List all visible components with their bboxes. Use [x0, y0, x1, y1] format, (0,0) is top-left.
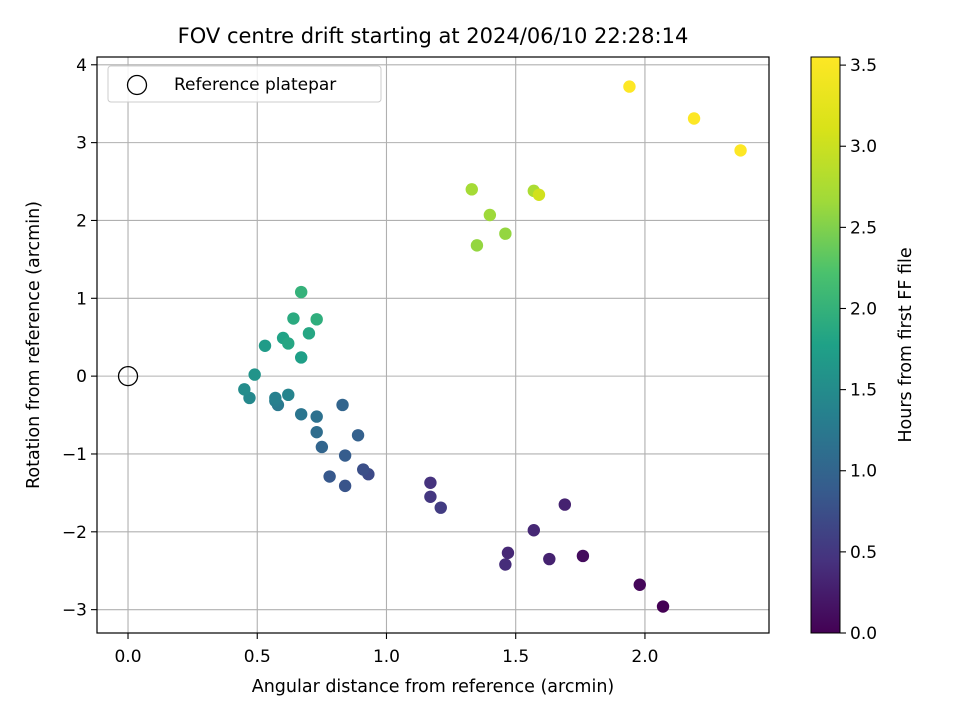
data-point [623, 80, 636, 93]
y-tick-label: −2 [62, 523, 87, 543]
y-tick-label: −1 [62, 445, 87, 465]
data-point [294, 351, 308, 364]
x-tick-label: 0.0 [114, 647, 141, 667]
y-tick-label: −3 [62, 601, 87, 621]
reference-platepar-marker [117, 365, 139, 387]
colorbar-tick-label: 1.0 [850, 462, 877, 482]
data-point [633, 578, 646, 591]
colorbar-tick-label: 1.5 [850, 381, 877, 401]
data-point [248, 368, 261, 381]
x-tick-label: 1.0 [373, 647, 400, 667]
data-point [336, 398, 349, 412]
data-point [282, 337, 295, 350]
data-point [465, 183, 478, 196]
data-point [687, 112, 701, 125]
data-point [310, 313, 323, 326]
colorbar: 0.0 0.5 1.0 1.5 2.0 2.5 3.0 3.5 Hours from firs… [810, 56, 916, 644]
colorbar-ticks: 0.0 0.5 1.0 1.5 2.0 2.5 3.0 3.5 [840, 56, 877, 644]
data-point [315, 440, 329, 454]
data-point [576, 549, 590, 563]
data-point [310, 410, 323, 423]
x-axis-ticks: 0.0 0.5 1.0 1.5 2.0 [114, 633, 658, 667]
data-point [282, 388, 295, 402]
legend: Reference platepar [107, 65, 382, 103]
data-point [532, 188, 546, 201]
x-tick-label: 1.5 [502, 647, 529, 667]
colorbar-tick-label: 2.5 [850, 218, 877, 238]
plot-frame [96, 56, 770, 634]
data-point [302, 327, 316, 340]
y-tick-label: 3 [76, 134, 87, 154]
chart-title: FOV centre drift starting at 2024/06/10 … [178, 24, 689, 48]
data-points [238, 80, 747, 613]
data-point [470, 239, 484, 252]
data-point [483, 208, 497, 222]
data-point [558, 498, 572, 511]
colorbar-label: Hours from first FF file [896, 247, 916, 442]
data-point [269, 391, 282, 405]
data-point [338, 449, 352, 462]
x-tick-label: 0.5 [244, 647, 271, 667]
data-point [499, 227, 512, 240]
colorbar-tick-label: 3.5 [850, 56, 877, 76]
data-point [527, 524, 540, 537]
y-tick-label: 4 [76, 56, 87, 76]
grid [97, 57, 769, 633]
legend-label-reference: Reference platepar [174, 75, 336, 95]
data-point [434, 501, 447, 514]
data-point [501, 546, 515, 560]
y-tick-label: 2 [76, 211, 87, 231]
data-point [499, 558, 512, 571]
data-point [294, 285, 308, 299]
data-point [351, 429, 365, 442]
data-point [357, 463, 370, 476]
y-axis-ticks: −3 −2 −1 0 1 2 3 4 [62, 56, 97, 621]
data-point [424, 490, 437, 503]
colorbar-tick-label: 2.0 [850, 299, 877, 319]
legend-box [107, 65, 382, 103]
data-point [734, 144, 747, 157]
y-axis-label: Rotation from reference (arcmin) [24, 201, 44, 489]
reference-layer [117, 365, 139, 387]
x-tick-label: 2.0 [631, 647, 658, 667]
data-point [543, 552, 556, 566]
data-point [323, 470, 336, 483]
data-point [258, 339, 272, 352]
colorbar-tick-label: 0.5 [850, 543, 877, 563]
y-tick-label: 1 [76, 289, 87, 309]
data-point [656, 600, 670, 613]
legend-marker-reference [126, 74, 148, 96]
x-axis-label: Angular distance from reference (arcmin) [252, 677, 615, 697]
colorbar-tick-label: 3.0 [850, 137, 877, 157]
data-point [310, 425, 323, 439]
data-point [338, 479, 352, 493]
data-point [424, 476, 437, 489]
data-point [287, 312, 300, 325]
colorbar-tick-label: 0.0 [850, 624, 877, 644]
data-point [294, 408, 308, 421]
colorbar-gradient [810, 56, 841, 634]
data-point [238, 383, 251, 396]
y-tick-label: 0 [76, 367, 87, 387]
